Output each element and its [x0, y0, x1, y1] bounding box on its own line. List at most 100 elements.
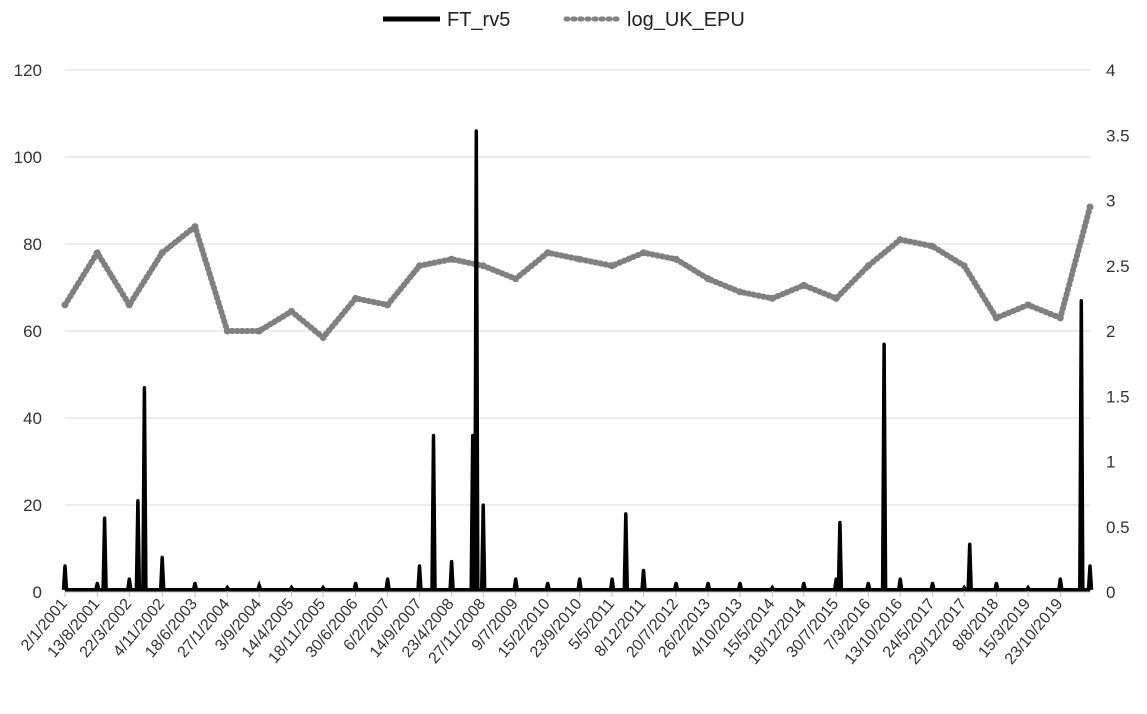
data-point-log-uk-epu	[416, 262, 423, 270]
data-point-log-uk-epu	[672, 255, 680, 263]
y2-tick-label: 3.5	[1106, 126, 1130, 145]
data-point-log-uk-epu	[960, 262, 968, 270]
data-point-ft-rv5	[160, 555, 164, 559]
y-tick-label: 120	[14, 61, 42, 80]
data-point-ft-rv5	[289, 586, 294, 590]
data-point-ft-rv5	[968, 542, 972, 546]
data-point-ft-rv5	[802, 581, 806, 585]
data-point-ft-rv5	[514, 577, 518, 581]
data-point-log-uk-epu	[736, 288, 744, 296]
data-point-log-uk-epu	[864, 262, 872, 270]
y2-tick-label: 2	[1106, 322, 1115, 341]
data-point-log-uk-epu	[576, 255, 584, 263]
data-point-ft-rv5	[930, 581, 935, 585]
series-line-ft-rv5	[61, 130, 1094, 592]
legend-label-ft-rv5: FT_rv5	[447, 9, 510, 31]
data-point-ft-rv5	[474, 129, 478, 133]
data-point-log-uk-epu	[352, 294, 360, 302]
data-point-ft-rv5	[193, 581, 197, 585]
series-log-uk-epu	[61, 203, 1094, 341]
data-point-ft-rv5	[834, 577, 838, 581]
data-point-ft-rv5	[431, 433, 436, 437]
data-point-log-uk-epu	[929, 242, 936, 250]
data-point-ft-rv5	[838, 520, 842, 525]
data-point-ft-rv5	[481, 503, 485, 507]
data-point-log-uk-epu	[191, 223, 199, 231]
data-point-ft-rv5	[738, 581, 742, 585]
data-point-ft-rv5	[882, 342, 886, 346]
data-point-log-uk-epu	[158, 249, 166, 257]
data-point-ft-rv5	[127, 577, 131, 581]
data-point-log-uk-epu	[61, 301, 69, 309]
data-point-log-uk-epu	[512, 275, 520, 283]
data-point-ft-rv5	[641, 568, 646, 572]
data-point-log-uk-epu	[640, 249, 647, 257]
data-point-log-uk-epu	[544, 249, 552, 257]
series-line-log-uk-epu	[62, 204, 1093, 341]
y2-tick-label: 1	[1106, 453, 1115, 472]
data-point-ft-rv5	[1088, 564, 1092, 568]
data-point-ft-rv5	[610, 577, 614, 581]
data-point-log-uk-epu	[1056, 314, 1064, 322]
y-axis-right: 0 0.5 1 1.5 2 2.5 3 3.5 4	[1106, 61, 1130, 602]
data-point-ft-rv5	[321, 586, 325, 590]
data-point-log-uk-epu	[768, 294, 776, 302]
data-point-ft-rv5	[63, 564, 67, 568]
series-ft-rv5	[61, 129, 1094, 592]
data-point-ft-rv5	[103, 516, 107, 520]
data-point-log-uk-epu	[832, 294, 840, 302]
data-point-log-uk-epu	[479, 262, 487, 270]
data-point-log-uk-epu	[288, 307, 295, 315]
data-point-ft-rv5	[225, 586, 229, 590]
data-point-log-uk-epu	[992, 314, 1000, 322]
data-point-log-uk-epu	[608, 262, 616, 270]
legend: FT_rv5 log_UK_EPU	[383, 9, 745, 31]
y2-tick-label: 2.5	[1106, 257, 1130, 276]
data-point-log-uk-epu	[93, 249, 101, 257]
data-point-log-uk-epu	[384, 301, 392, 309]
y-tick-label: 20	[23, 496, 42, 515]
data-point-ft-rv5	[994, 581, 999, 585]
y-tick-label: 40	[23, 409, 42, 428]
y2-tick-label: 1.5	[1106, 387, 1130, 406]
y2-tick-label: 0	[1106, 583, 1115, 602]
data-point-log-uk-epu	[1024, 301, 1032, 309]
data-point-log-uk-epu	[800, 281, 808, 289]
data-point-ft-rv5	[674, 581, 678, 585]
legend-label-log-uk-epu: log_UK_EPU	[627, 9, 745, 31]
y2-tick-label: 4	[1106, 61, 1115, 80]
data-point-ft-rv5	[1079, 299, 1083, 303]
data-point-ft-rv5	[257, 583, 261, 588]
y-tick-label: 100	[14, 148, 42, 167]
y2-tick-label: 3	[1106, 192, 1115, 211]
data-point-ft-rv5	[706, 581, 710, 585]
data-point-ft-rv5	[354, 581, 358, 585]
data-point-ft-rv5	[546, 581, 550, 585]
data-point-ft-rv5	[1026, 586, 1030, 590]
y-tick-label: 60	[23, 322, 42, 341]
data-point-ft-rv5	[417, 564, 422, 568]
y-tick-label: 80	[23, 235, 42, 254]
gridlines	[65, 69, 1090, 506]
y2-tick-label: 0.5	[1106, 518, 1130, 537]
data-point-ft-rv5	[136, 499, 140, 503]
data-point-ft-rv5	[866, 581, 870, 585]
data-point-log-uk-epu	[1086, 203, 1094, 211]
data-point-ft-rv5	[471, 433, 475, 437]
data-point-ft-rv5	[450, 559, 454, 564]
data-point-ft-rv5	[624, 512, 628, 516]
data-point-log-uk-epu	[319, 334, 327, 341]
data-point-ft-rv5	[898, 577, 902, 581]
data-point-log-uk-epu	[704, 275, 712, 283]
data-point-ft-rv5	[1058, 577, 1062, 581]
data-point-ft-rv5	[770, 586, 774, 590]
data-point-ft-rv5	[95, 581, 99, 585]
x-axis: 2/1/200113/8/200122/3/20024/11/200218/6/…	[18, 592, 1066, 668]
data-point-log-uk-epu	[223, 327, 231, 335]
y-tick-label: 0	[33, 583, 42, 602]
data-point-log-uk-epu	[255, 327, 263, 335]
data-point-ft-rv5	[578, 577, 582, 581]
data-point-log-uk-epu	[448, 255, 456, 263]
data-point-ft-rv5	[962, 586, 966, 590]
